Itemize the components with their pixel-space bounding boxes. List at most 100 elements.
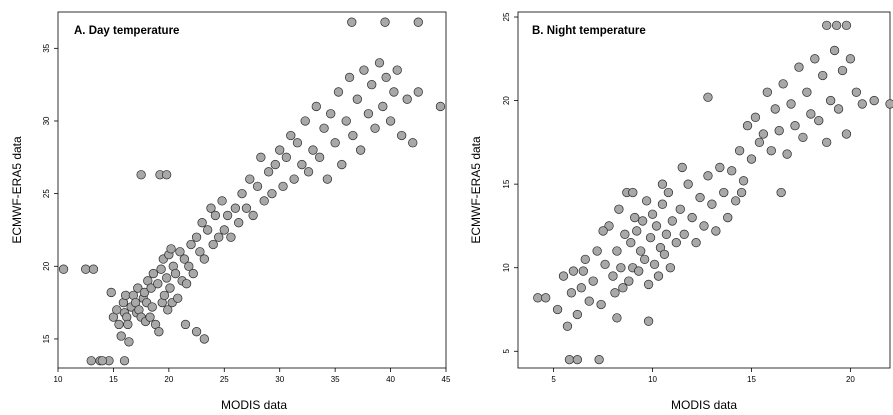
data-point: [230, 203, 241, 213]
data-point: [237, 188, 247, 199]
data-point: [663, 187, 674, 198]
data-point: [408, 138, 418, 148]
data-point: [639, 254, 650, 265]
panel-a-points: [58, 17, 446, 366]
data-point: [592, 246, 602, 256]
data-point: [810, 54, 820, 64]
data-point: [736, 187, 747, 198]
data-point: [175, 247, 185, 257]
data-point: [259, 196, 269, 206]
data-point: [154, 327, 164, 337]
data-point: [742, 121, 753, 131]
data-point: [616, 263, 626, 273]
data-point: [661, 229, 672, 239]
data-point: [292, 138, 303, 148]
data-point: [754, 137, 765, 148]
data-point: [723, 212, 733, 223]
data-point: [762, 87, 772, 97]
data-point: [380, 17, 390, 27]
data-point: [147, 302, 157, 312]
panel-a-x-ticks: 10 15 20 25 30 35 40 45: [54, 368, 451, 384]
data-point: [263, 167, 274, 177]
data-point: [184, 261, 194, 271]
panel-b-plot-area: [517, 11, 891, 369]
data-point: [58, 264, 69, 274]
data-point: [413, 87, 423, 97]
data-point: [649, 259, 660, 270]
data-point: [363, 109, 374, 119]
data-point: [116, 331, 126, 341]
data-point: [643, 316, 654, 326]
panel-b-y-ticks: 5 10 15 20 25: [502, 12, 518, 354]
data-point: [289, 174, 299, 184]
data-point: [347, 17, 357, 27]
data-point: [208, 239, 218, 250]
panel-b-x-ticks: 5 10 15 20: [551, 368, 855, 384]
data-point: [778, 79, 788, 89]
data-point: [653, 271, 664, 281]
data-point: [711, 226, 721, 236]
data-point: [97, 356, 107, 366]
data-point: [691, 237, 701, 248]
data-point: [851, 87, 862, 97]
data-point: [435, 101, 446, 112]
data-point: [319, 123, 329, 133]
data-point: [222, 210, 233, 221]
data-point: [628, 187, 638, 198]
data-point: [786, 99, 796, 109]
data-point: [252, 181, 263, 192]
panel-b-title: B. Night temperature: [532, 25, 646, 37]
data-point: [245, 174, 255, 184]
data-point: [374, 58, 385, 68]
data-point: [578, 266, 588, 276]
data-point: [281, 152, 292, 162]
data-point: [552, 304, 563, 315]
data-point: [114, 319, 124, 330]
data-point: [624, 276, 634, 286]
data-point: [564, 354, 575, 365]
data-point: [120, 290, 131, 300]
panel-a: A. Day temperature 10 15 20 25 30 35 40 45 15 20…: [10, 11, 451, 412]
data-point: [88, 264, 99, 274]
data-point: [161, 170, 172, 180]
data-point: [806, 109, 816, 119]
data-point: [715, 162, 725, 173]
x-tick-label: 35: [331, 375, 340, 384]
data-point: [170, 268, 181, 279]
data-point: [675, 204, 685, 214]
data-point: [278, 181, 288, 192]
data-point: [618, 283, 628, 293]
x-tick-label: 15: [747, 375, 756, 384]
data-point: [634, 266, 644, 276]
panel-b-points: [533, 20, 893, 365]
data-point: [326, 109, 336, 119]
data-point: [620, 229, 630, 239]
data-point: [667, 216, 677, 226]
data-point: [199, 334, 209, 344]
data-point: [831, 20, 842, 31]
data-point: [641, 196, 652, 206]
data-point: [638, 216, 648, 226]
data-point: [217, 196, 227, 206]
data-point: [188, 268, 198, 279]
data-point: [699, 221, 709, 231]
data-point: [389, 87, 399, 97]
data-point: [106, 287, 116, 298]
data-point: [270, 159, 280, 170]
data-point: [195, 247, 205, 257]
data-point: [136, 170, 146, 180]
data-point: [687, 212, 697, 223]
data-point: [191, 232, 202, 242]
data-point: [139, 287, 150, 298]
data-point: [845, 54, 856, 64]
data-point: [344, 72, 355, 83]
data-point: [825, 95, 836, 106]
data-point: [600, 259, 610, 270]
data-point: [214, 232, 224, 242]
data-point: [727, 166, 737, 176]
data-point: [632, 226, 642, 236]
data-point: [584, 296, 594, 306]
panel-a-plot-area: [57, 11, 447, 369]
data-point: [322, 174, 333, 184]
